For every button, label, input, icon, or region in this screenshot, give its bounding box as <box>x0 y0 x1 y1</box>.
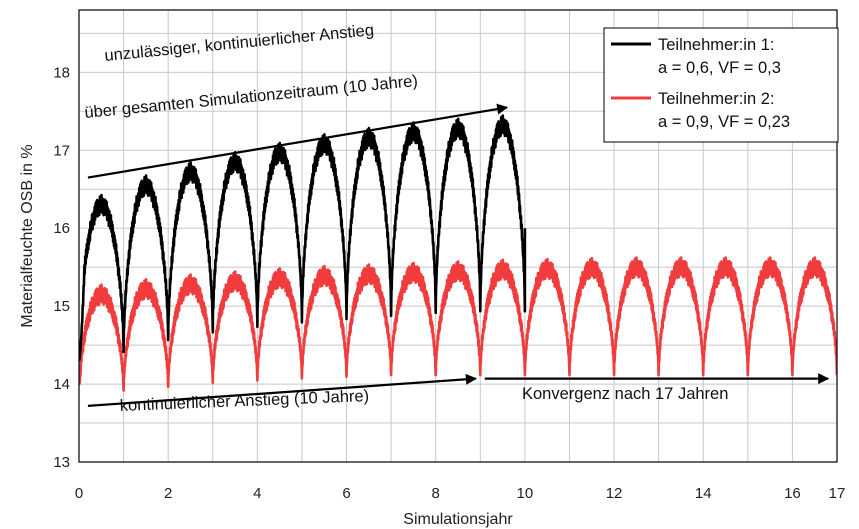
x-tick-label: 4 <box>253 485 261 502</box>
y-tick-label: 18 <box>53 64 70 81</box>
legend: Teilnehmer:in 1: a = 0,6, VF = 0,3 Teiln… <box>603 27 839 143</box>
y-axis-title: Materialfeuchte OSB in % <box>19 144 36 327</box>
y-tick-label: 13 <box>53 454 70 471</box>
x-axis-title: Simulationsjahr <box>403 511 513 528</box>
x-tick-label: 6 <box>342 485 350 502</box>
series-line-teilnehmer-1 <box>79 114 527 362</box>
series-group <box>79 114 837 392</box>
annotation-lower-right: Konvergenz nach 17 Jahren <box>522 385 728 403</box>
annotation-arrow <box>87 373 477 407</box>
annotation-arrow <box>87 103 509 179</box>
x-tick-label: 0 <box>75 485 83 502</box>
annotation-upper-line2: über gesamten Simulationzeitraum (10 Jah… <box>84 72 419 122</box>
plot-frame <box>78 9 838 463</box>
y-tick-labels: 13 14 15 16 17 18 <box>53 64 70 471</box>
x-tick-label: 10 <box>517 485 534 502</box>
y-tick-label: 17 <box>53 142 70 159</box>
x-tick-label: 2 <box>164 485 172 502</box>
y-tick-label: 15 <box>53 298 70 315</box>
y-tick-label: 14 <box>53 376 70 393</box>
legend-entry-2-line1: Teilnehmer:in 2: <box>658 90 774 108</box>
x-tick-labels: 0 2 4 6 8 10 12 14 16 17 <box>75 485 846 502</box>
x-tick-label: 8 <box>432 485 440 502</box>
x-tick-label: 14 <box>695 485 712 502</box>
x-tick-label: 16 <box>784 485 801 502</box>
legend-entry-1-line1: Teilnehmer:in 1: <box>658 36 774 54</box>
legend-box <box>603 27 839 143</box>
annotation-upper-line1: unzulässiger, kontinuierlicher Anstieg <box>104 21 375 65</box>
legend-entry-2-line2: a = 0,9, VF = 0,23 <box>658 113 790 131</box>
x-tick-label: 17 <box>829 485 846 502</box>
x-tick-label: 12 <box>606 485 623 502</box>
y-tick-label: 16 <box>53 220 70 237</box>
legend-entry-1-line2: a = 0,6, VF = 0,3 <box>658 59 781 77</box>
series-line-teilnehmer-2 <box>79 256 837 392</box>
